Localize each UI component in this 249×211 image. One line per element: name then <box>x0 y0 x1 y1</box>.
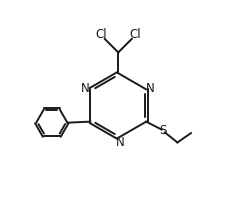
Text: Cl: Cl <box>95 28 107 41</box>
Text: Cl: Cl <box>130 28 141 41</box>
Text: N: N <box>116 136 124 149</box>
Text: S: S <box>160 124 167 137</box>
Text: N: N <box>146 82 155 95</box>
Text: N: N <box>81 82 90 95</box>
